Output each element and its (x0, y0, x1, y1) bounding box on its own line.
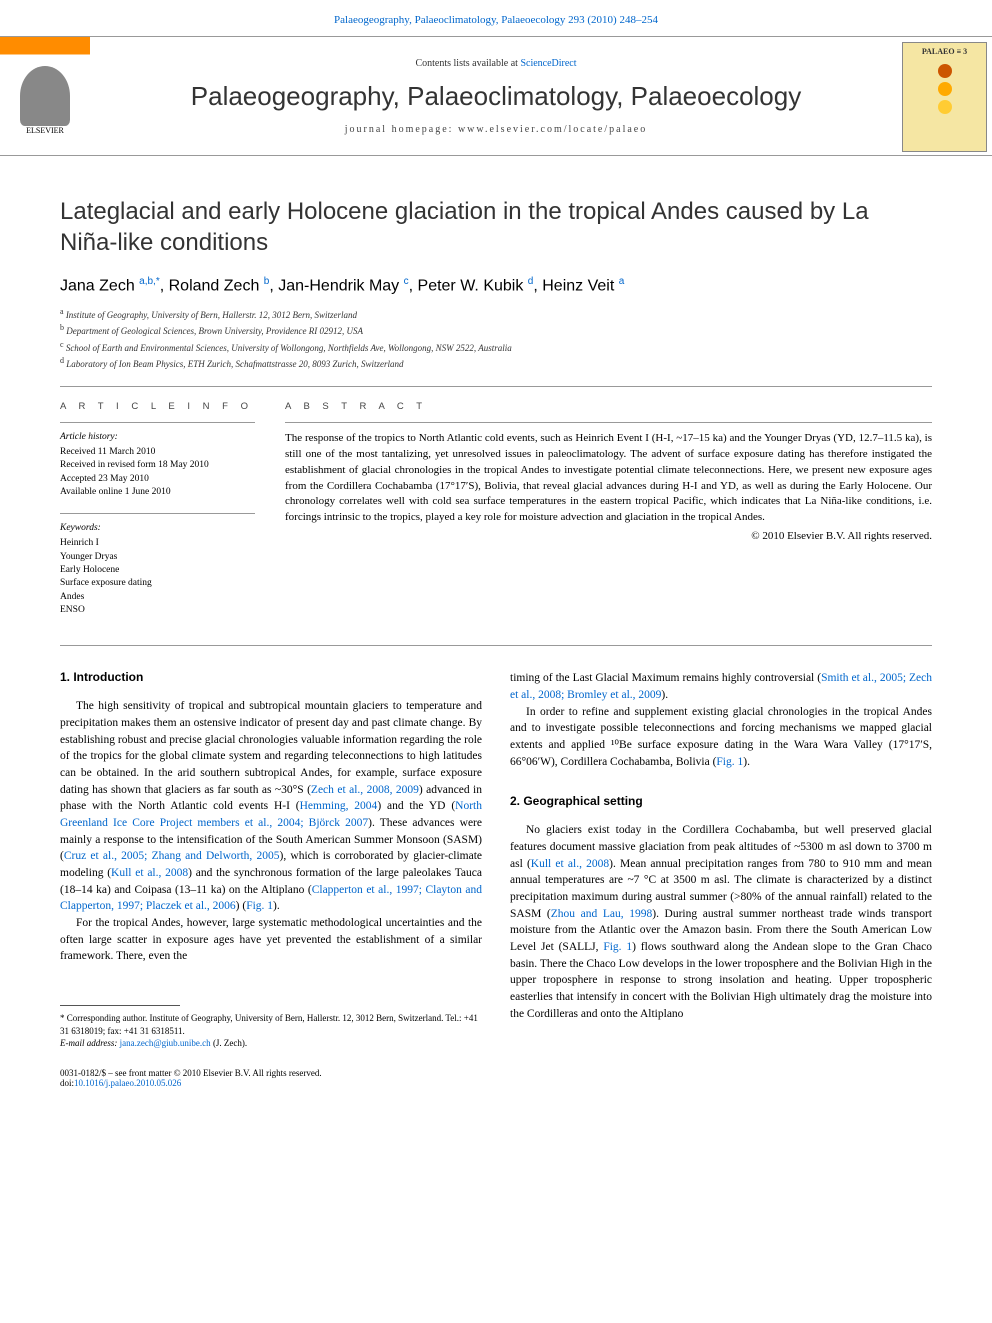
article-history: Article history: Received 11 March 2010R… (60, 431, 255, 499)
info-abstract-row: A R T I C L E I N F O Article history: R… (60, 401, 932, 632)
cover-label: PALAEO ≡ 3 (922, 47, 967, 56)
journal-homepage: journal homepage: www.elsevier.com/locat… (345, 124, 648, 135)
article-info-heading: A R T I C L E I N F O (60, 401, 255, 412)
history-line: Available online 1 June 2010 (60, 486, 255, 499)
affiliations: a Institute of Geography, University of … (60, 306, 932, 372)
doi-label: doi: (60, 1078, 74, 1088)
text: ). (743, 756, 750, 768)
body-columns: 1. Introduction The high sensitivity of … (60, 670, 932, 1050)
corresponding-author-note: * Corresponding author. Institute of Geo… (60, 1012, 482, 1037)
keyword: Early Holocene (60, 564, 255, 577)
cover-dot (938, 82, 952, 96)
footer-bottom: 0031-0182/$ – see front matter © 2010 El… (60, 1068, 932, 1088)
abstract-divider (285, 422, 932, 423)
history-line: Received in revised form 18 May 2010 (60, 459, 255, 472)
info-divider (60, 422, 255, 423)
text: timing of the Last Glacial Maximum remai… (510, 672, 821, 684)
keywords-block: Keywords: Heinrich IYounger DryasEarly H… (60, 522, 255, 617)
journal-center: Contents lists available at ScienceDirec… (90, 37, 902, 155)
affiliation-line: b Department of Geological Sciences, Bro… (60, 322, 932, 339)
text: ). (273, 900, 280, 912)
text: ) ( (236, 900, 247, 912)
figure-link[interactable]: Fig. 1 (716, 756, 743, 768)
text: ) and the YD ( (377, 800, 455, 812)
intro-paragraph-1: The high sensitivity of tropical and sub… (60, 698, 482, 915)
doi-line: doi:10.1016/j.palaeo.2010.05.026 (60, 1078, 322, 1088)
text: The high sensitivity of tropical and sub… (60, 700, 482, 795)
intro-paragraph-2: For the tropical Andes, however, large s… (60, 915, 482, 965)
contents-line: Contents lists available at ScienceDirec… (415, 58, 576, 69)
email-line: E-mail address: jana.zech@giub.unibe.ch … (60, 1037, 482, 1050)
section-heading-geographical: 2. Geographical setting (510, 794, 932, 808)
journal-cover-thumbnail: PALAEO ≡ 3 (902, 42, 987, 152)
ref-link[interactable]: Kull et al., 2008 (531, 858, 609, 870)
sciencedirect-link[interactable]: ScienceDirect (520, 58, 576, 69)
abstract-text: The response of the tropics to North Atl… (285, 431, 932, 527)
email-link[interactable]: jana.zech@giub.unibe.ch (120, 1038, 211, 1048)
journal-title: Palaeogeography, Palaeoclimatology, Pala… (191, 81, 801, 112)
front-matter-block: 0031-0182/$ – see front matter © 2010 El… (60, 1068, 322, 1088)
history-line: Received 11 March 2010 (60, 446, 255, 459)
history-line: Accepted 23 May 2010 (60, 473, 255, 486)
divider (60, 645, 932, 646)
affiliation-line: c School of Earth and Environmental Scie… (60, 339, 932, 356)
figure-link[interactable]: Fig. 1 (603, 941, 632, 953)
cover-dots (938, 64, 952, 114)
text: ). (661, 689, 668, 701)
keyword: Surface exposure dating (60, 577, 255, 590)
affiliation-line: a Institute of Geography, University of … (60, 306, 932, 323)
contents-prefix: Contents lists available at (415, 58, 520, 69)
intro-paragraph-3: In order to refine and supplement existi… (510, 704, 932, 771)
divider (60, 386, 932, 387)
footnote-divider (60, 1005, 180, 1006)
geo-paragraph-1: No glaciers exist today in the Cordiller… (510, 822, 932, 1022)
info-divider (60, 513, 255, 514)
authors-line: Jana Zech a,b,*, Roland Zech b, Jan-Hend… (60, 276, 932, 295)
abstract-copyright: © 2010 Elsevier B.V. All rights reserved… (285, 530, 932, 542)
citation-header: Palaeogeography, Palaeoclimatology, Pala… (0, 0, 992, 36)
cover-dot (938, 64, 952, 78)
article-info: A R T I C L E I N F O Article history: R… (60, 401, 255, 632)
elsevier-logo: ELSEVIER (0, 37, 90, 155)
column-left: 1. Introduction The high sensitivity of … (60, 670, 482, 1050)
ref-link[interactable]: Kull et al., 2008 (111, 867, 188, 879)
abstract-heading: A B S T R A C T (285, 401, 932, 412)
cover-dot (938, 100, 952, 114)
keyword: Andes (60, 591, 255, 604)
text: ¹⁰Be (611, 739, 632, 751)
ref-link[interactable]: Zech et al., 2008, 2009 (311, 784, 419, 796)
elsevier-label: ELSEVIER (26, 126, 64, 135)
email-label: E-mail address: (60, 1038, 120, 1048)
elsevier-tree-icon (20, 66, 70, 126)
keyword: ENSO (60, 604, 255, 617)
ref-link[interactable]: Zhou and Lau, 1998 (551, 908, 652, 920)
figure-link[interactable]: Fig. 1 (246, 900, 273, 912)
journal-header: ELSEVIER Contents lists available at Sci… (0, 36, 992, 156)
column-right: timing of the Last Glacial Maximum remai… (510, 670, 932, 1050)
front-matter: 0031-0182/$ – see front matter © 2010 El… (60, 1068, 322, 1078)
keywords-label: Keywords: (60, 522, 255, 535)
ref-link[interactable]: Hemming, 2004 (300, 800, 378, 812)
article-title: Lateglacial and early Holocene glaciatio… (60, 196, 932, 258)
abstract: A B S T R A C T The response of the trop… (285, 401, 932, 632)
affiliation-line: d Laboratory of Ion Beam Physics, ETH Zu… (60, 355, 932, 372)
email-suffix: (J. Zech). (211, 1038, 247, 1048)
keyword: Heinrich I (60, 537, 255, 550)
history-label: Article history: (60, 431, 255, 444)
section-heading-introduction: 1. Introduction (60, 670, 482, 684)
ref-link[interactable]: Cruz et al., 2005; Zhang and Delworth, 2… (64, 850, 280, 862)
keyword: Younger Dryas (60, 551, 255, 564)
doi-link[interactable]: 10.1016/j.palaeo.2010.05.026 (74, 1078, 181, 1088)
intro-continuation: timing of the Last Glacial Maximum remai… (510, 670, 932, 703)
